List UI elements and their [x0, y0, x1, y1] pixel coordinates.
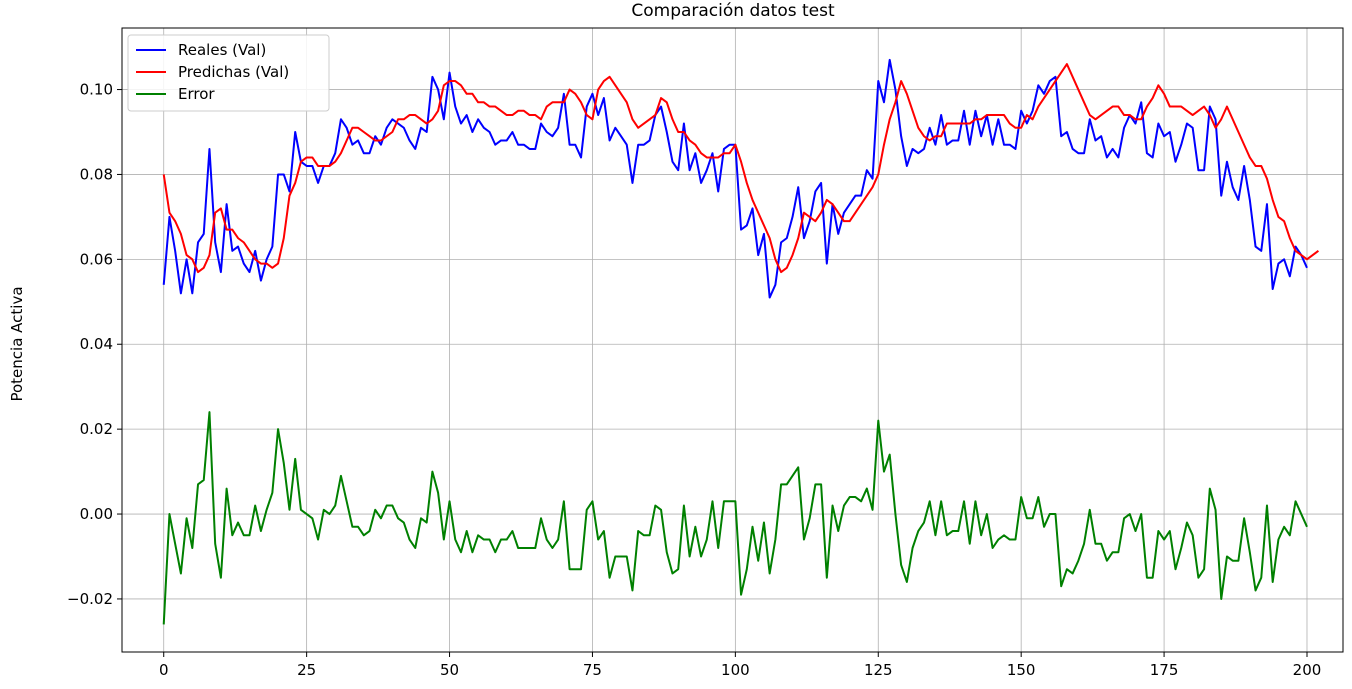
- chart-title: Comparación datos test: [631, 1, 835, 21]
- series-line-predichas-val: [162, 63, 1320, 274]
- y-tick-label: 0.06: [80, 250, 113, 268]
- series-line-error: [162, 411, 1308, 625]
- legend-box: [127, 34, 330, 112]
- legend: Reales (Val) Predichas (Val) Error: [127, 34, 330, 112]
- y-tick-label: 0.02: [80, 420, 113, 438]
- y-axis: −0.02 0.00 0.02 0.04 0.06 0.08 0.10: [67, 81, 122, 608]
- grid-lines: [122, 28, 1343, 652]
- y-tick-label: 0.00: [80, 505, 113, 523]
- x-tick-label: 50: [440, 661, 459, 679]
- legend-entry: Reales (Val): [178, 41, 266, 59]
- y-tick-label: −0.02: [67, 590, 113, 608]
- legend-entry: Error: [178, 85, 215, 103]
- x-axis: 0 25 50 75 100 125 150 175 200: [159, 652, 1321, 679]
- x-tick-label: 125: [864, 661, 893, 679]
- x-tick-label: 200: [1293, 661, 1322, 679]
- x-tick-label: 150: [1007, 661, 1036, 679]
- x-tick-label: 75: [583, 661, 602, 679]
- x-tick-label: 175: [1150, 661, 1179, 679]
- x-tick-label: 25: [297, 661, 316, 679]
- legend-entry: Predichas (Val): [178, 63, 289, 81]
- y-axis-label: Potencia Activa: [8, 286, 26, 401]
- plot-area-frame: [121, 27, 1344, 653]
- y-tick-label: 0.10: [80, 81, 113, 99]
- x-tick-label: 0: [159, 661, 169, 679]
- y-tick-label: 0.04: [80, 335, 113, 353]
- x-tick-label: 100: [721, 661, 750, 679]
- y-tick-label: 0.08: [80, 165, 113, 183]
- series-layer: [162, 58, 1320, 625]
